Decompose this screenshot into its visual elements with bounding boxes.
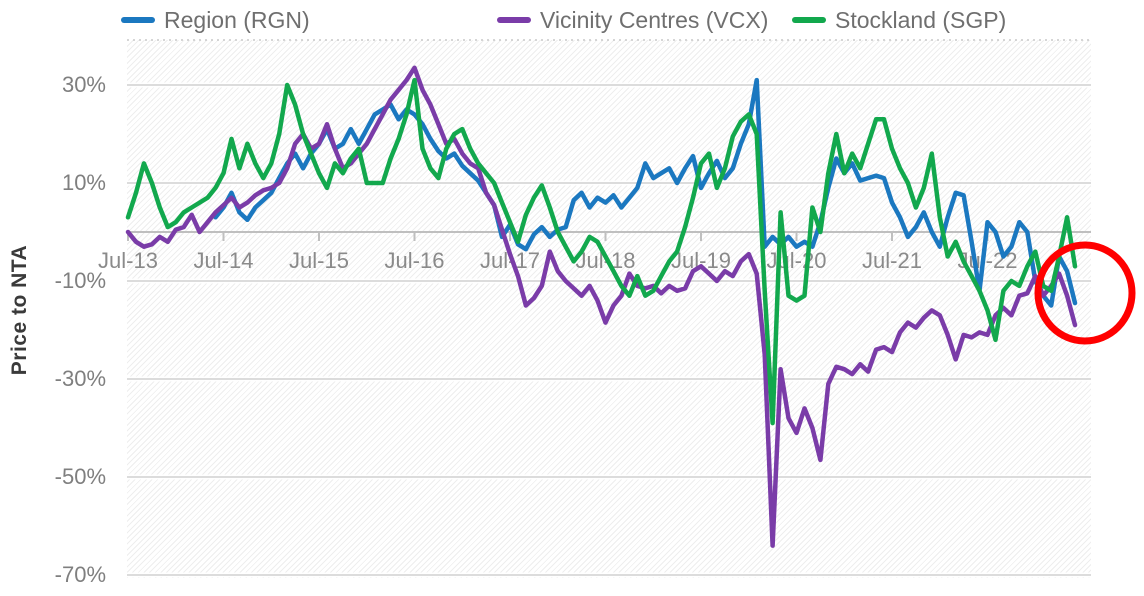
series-line-vcx	[125, 65, 1078, 548]
x-tick-label: Jul-15	[289, 248, 349, 273]
y-tick-label: 30%	[61, 72, 106, 97]
x-tick-label: Jul-14	[193, 248, 254, 273]
legend-label: Region (RGN)	[164, 6, 310, 33]
y-tick-label: -10%	[54, 268, 106, 293]
x-tick-label: Jul-16	[384, 248, 445, 273]
legend-swatch	[121, 17, 155, 23]
y-tick-label: -30%	[54, 366, 106, 391]
series-line-rgn	[213, 77, 1078, 308]
x-tick-label: Jul-13	[98, 248, 158, 273]
legend-item-vicinity: Vicinity Centres (VCX)	[497, 6, 768, 34]
legend-item-region: Region (RGN)	[121, 6, 310, 34]
highlight-circle	[1034, 241, 1136, 345]
legend-item-stockland: Stockland (SGP)	[792, 6, 1006, 34]
legend-label: Vicinity Centres (VCX)	[540, 6, 769, 33]
y-tick-label: -70%	[54, 562, 106, 587]
y-tick-label: -50%	[54, 464, 106, 489]
y-tick-label: 10%	[61, 170, 106, 195]
legend-swatch	[497, 17, 531, 23]
series-line-sgp	[125, 77, 1078, 426]
legend-label: Stockland (SGP)	[835, 6, 1007, 33]
legend-swatch	[792, 17, 826, 23]
x-tick-label: Jul-21	[862, 248, 922, 273]
